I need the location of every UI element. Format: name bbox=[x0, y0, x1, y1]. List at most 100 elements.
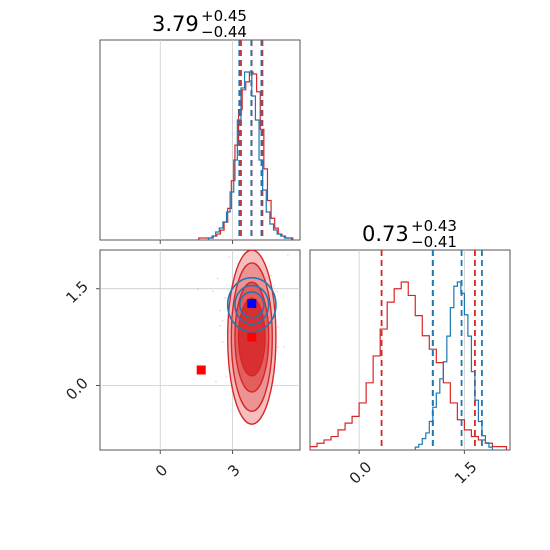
hist2-series-1-bin-11 bbox=[454, 286, 458, 450]
hist2-series-1-bin-2 bbox=[422, 439, 426, 450]
hist1-series-1-bin-21 bbox=[284, 238, 288, 240]
hist2-series-1-bin-7 bbox=[440, 379, 444, 450]
hist1-series-1-bin-1 bbox=[212, 236, 216, 240]
title-plus: +0.43 bbox=[411, 217, 457, 235]
hist1-series-1-bin-13 bbox=[255, 120, 259, 240]
hist2-series-1-bin-6 bbox=[436, 393, 440, 450]
hist1-series-1-bin-20 bbox=[281, 236, 285, 240]
title-minus: −0.41 bbox=[411, 233, 457, 251]
hist2-series-1-bin-9 bbox=[447, 336, 451, 450]
title-plus: +0.45 bbox=[201, 7, 247, 25]
hist2-series-0-histogram bbox=[310, 281, 508, 450]
hist1-series-1-bin-4 bbox=[223, 222, 227, 240]
sample-point bbox=[225, 375, 228, 378]
hist2-series-1-bin-12 bbox=[457, 282, 461, 450]
hist2-series-0-bin-4 bbox=[338, 430, 345, 450]
panel-title-1: 3.79 +0.45 −0.44 bbox=[152, 7, 247, 41]
sample-point bbox=[270, 274, 273, 277]
blue-contour-level-2 bbox=[226, 276, 277, 333]
hist2-series-0-bin-6 bbox=[352, 416, 359, 450]
hist2-marks bbox=[310, 250, 508, 450]
hist2-series-0-bin-14 bbox=[408, 295, 415, 450]
hist1-series-1-bin-18 bbox=[273, 230, 277, 240]
panel-title-2: 0.73 +0.43 −0.41 bbox=[362, 217, 457, 251]
hist2-series-0-bin-2 bbox=[324, 440, 331, 450]
hist2-series-1-bin-0 bbox=[415, 447, 419, 450]
hist1-series-0-bin-0 bbox=[199, 238, 203, 240]
hist2-series-0-bin-11 bbox=[387, 302, 394, 450]
hist1-series-1-bin-12 bbox=[252, 96, 256, 240]
hist2-series-0-bin-1 bbox=[317, 443, 324, 450]
x-tick-label-0: 0 bbox=[152, 461, 171, 480]
hist2-series-1-bin-8 bbox=[443, 362, 447, 450]
sample-point bbox=[273, 285, 275, 288]
hist1-series-1-bin-9 bbox=[241, 88, 245, 240]
hist2-series-0-bin-26 bbox=[492, 447, 499, 450]
hist2-series-1-bin-15 bbox=[468, 336, 472, 450]
sample-point bbox=[219, 324, 221, 327]
panel-frame bbox=[309, 249, 511, 451]
hist1-series-1-bin-22 bbox=[288, 238, 292, 240]
hist2-series-0-bin-27 bbox=[499, 447, 506, 450]
marginal-histogram-panel-2 bbox=[309, 249, 511, 451]
hist2-series-0-bin-0 bbox=[310, 447, 317, 450]
hist2-series-0-bin-15 bbox=[415, 316, 422, 450]
sample-point bbox=[224, 296, 227, 299]
hist2-series-1-bin-3 bbox=[426, 433, 430, 450]
sample-point bbox=[215, 380, 217, 383]
hist1-series-1-bin-5 bbox=[227, 212, 231, 240]
title-minus: −0.44 bbox=[201, 23, 247, 41]
hist1-series-1-bin-19 bbox=[277, 234, 281, 240]
hist1-series-1-histogram bbox=[207, 71, 293, 240]
sample-point bbox=[222, 341, 224, 344]
blue-contour-level-0 bbox=[238, 291, 265, 319]
sample-point bbox=[226, 288, 229, 291]
hist1-series-1-bin-7 bbox=[234, 160, 238, 240]
hist1-series-1-bin-6 bbox=[230, 192, 234, 240]
hist2-series-0-bin-8 bbox=[366, 383, 373, 450]
sample-point bbox=[277, 346, 279, 348]
panel-frame bbox=[99, 249, 301, 451]
hist1-series-1-bin-17 bbox=[270, 224, 274, 240]
sample-point bbox=[277, 326, 280, 328]
hist2-series-0-bin-5 bbox=[345, 423, 352, 450]
hist1-series-1-bin-2 bbox=[216, 232, 220, 240]
sample-point bbox=[228, 256, 231, 259]
hist2-series-0-bin-7 bbox=[359, 403, 366, 450]
hist1-series-0-histogram bbox=[198, 71, 294, 240]
y-tick-label-1: 1.5 bbox=[62, 277, 92, 307]
hist2-series-0-bin-9 bbox=[373, 356, 380, 450]
sample-point bbox=[286, 253, 289, 256]
hist2-series-0-bin-12 bbox=[394, 289, 401, 450]
hist2-series-1-bin-21 bbox=[489, 447, 493, 450]
hist2-series-1-bin-14 bbox=[464, 315, 468, 450]
right-x-tick-label-1: 1.5 bbox=[451, 458, 481, 488]
hist2-series-1-histogram bbox=[414, 281, 494, 450]
sample-point bbox=[219, 309, 222, 312]
sample-point bbox=[196, 288, 199, 290]
sample-point bbox=[211, 290, 214, 292]
joint-marks bbox=[100, 250, 300, 450]
right-x-tick-label-0: 0.0 bbox=[346, 458, 376, 488]
x-tick-label-1: 3 bbox=[224, 461, 243, 480]
hist1-marks bbox=[159, 40, 294, 240]
panel-frame bbox=[99, 39, 301, 241]
sample-point bbox=[221, 320, 224, 322]
hist1-series-1-bin-16 bbox=[266, 212, 270, 240]
blue-contour-level-1 bbox=[234, 284, 270, 325]
marginal-histogram-panel-1 bbox=[99, 39, 301, 241]
hist2-series-1-bin-10 bbox=[450, 308, 454, 450]
joint-contour-panel bbox=[99, 249, 301, 451]
y-tick-label-0: 0.0 bbox=[62, 374, 92, 404]
sample-point bbox=[216, 277, 219, 280]
hist2-series-0-bin-3 bbox=[331, 437, 338, 450]
hist1-series-1-bin-10 bbox=[245, 72, 249, 240]
hist1-series-1-bin-3 bbox=[219, 228, 223, 240]
title-value: 3.79 bbox=[152, 12, 199, 36]
blue-truth-marker bbox=[247, 299, 257, 309]
red-truth-marker bbox=[247, 332, 257, 342]
hist1-series-0-bin-1 bbox=[202, 238, 206, 240]
hist2-series-0-bin-13 bbox=[401, 282, 408, 450]
hist2-series-1-bin-16 bbox=[471, 372, 475, 450]
